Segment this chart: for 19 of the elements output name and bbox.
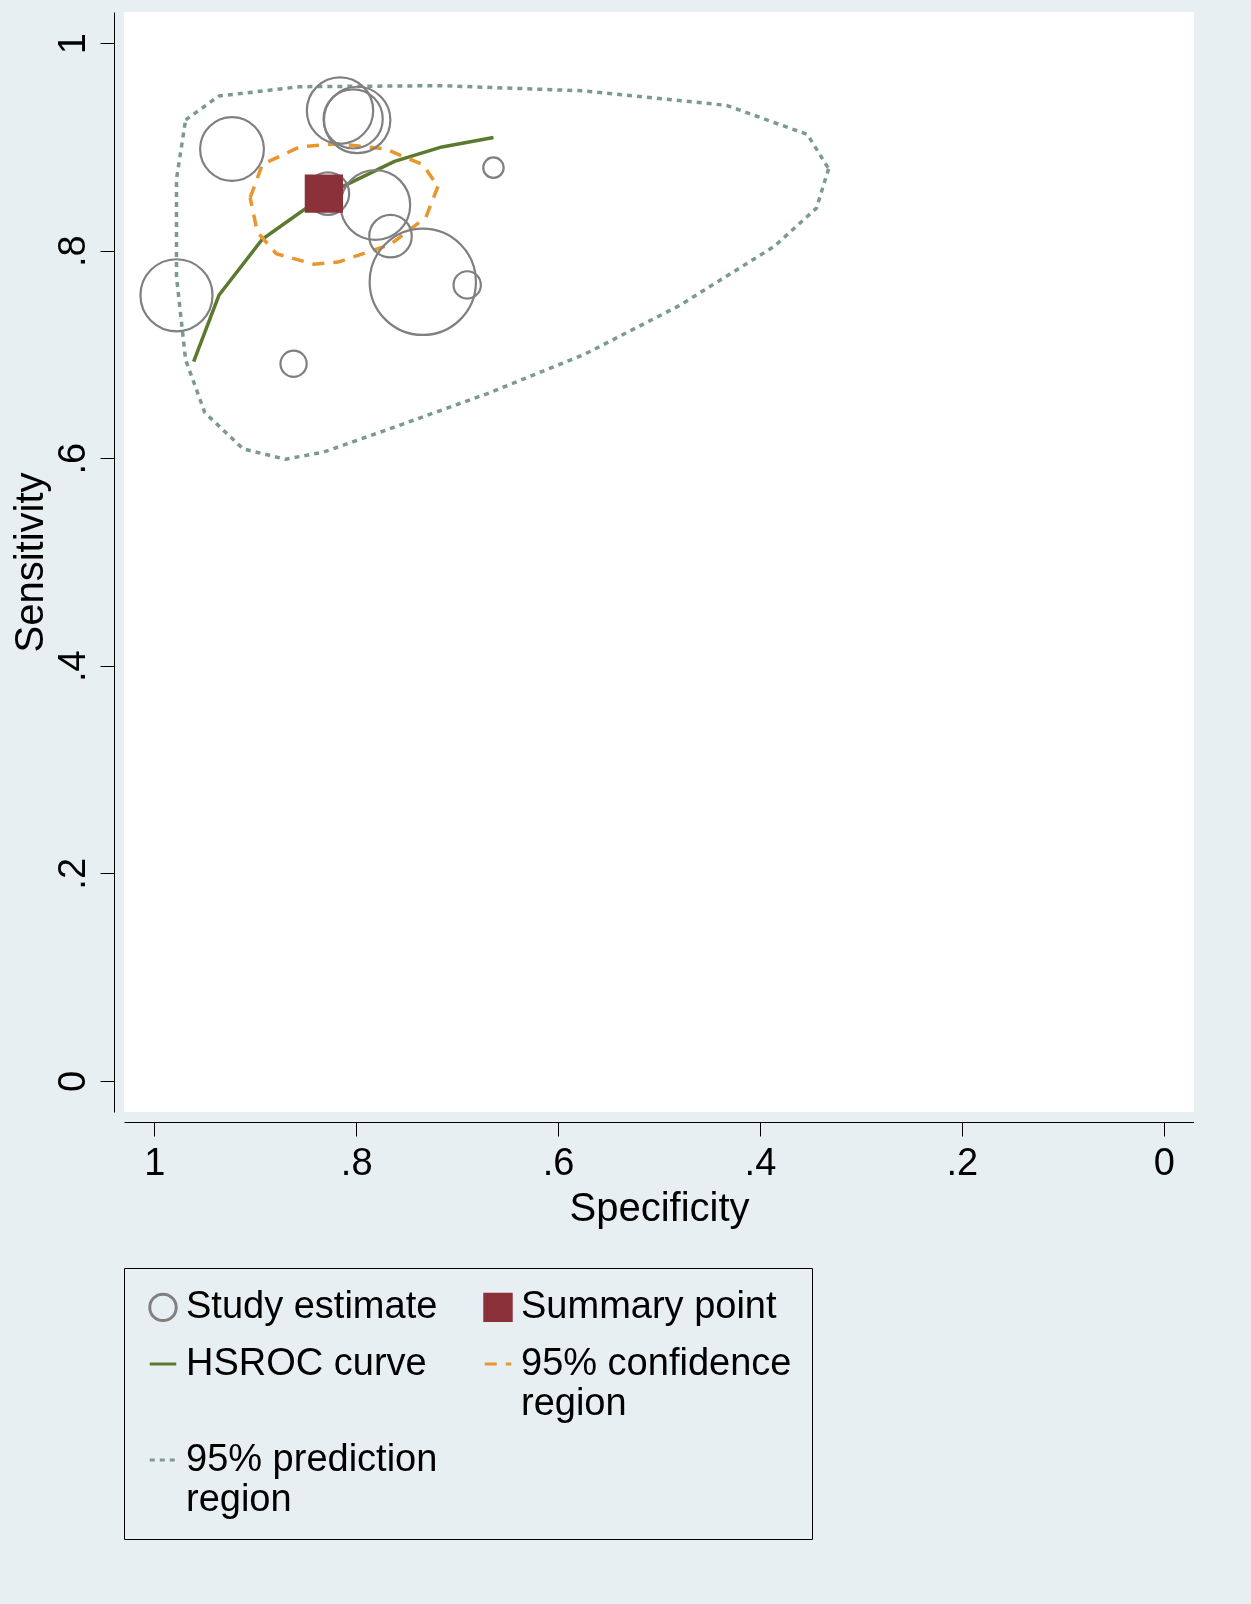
- legend-label: Study estimate: [186, 1284, 438, 1327]
- y-tick-label: .6: [50, 442, 93, 475]
- y-axis-title: Sensitivity: [6, 472, 51, 653]
- legend-label: 95% confidence region: [521, 1341, 792, 1423]
- legend-label: HSROC curve: [186, 1341, 427, 1383]
- y-tick-label: .2: [50, 857, 93, 890]
- x-tick-label: .2: [946, 1140, 979, 1183]
- x-tick-label: .6: [542, 1140, 575, 1183]
- legend-label: 95% prediction region: [186, 1437, 438, 1519]
- legend-label: Summary point: [521, 1284, 777, 1327]
- x-tick-label: .4: [744, 1140, 777, 1183]
- y-tick-label: .8: [50, 235, 93, 268]
- x-tick-label: 1: [144, 1140, 166, 1183]
- x-tick-label: .8: [340, 1140, 373, 1183]
- x-tick-label: 0: [1153, 1140, 1175, 1183]
- x-axis-title: Specificity: [569, 1184, 750, 1229]
- y-tick-label: 1: [50, 33, 93, 55]
- y-tick-label: .4: [50, 650, 93, 683]
- y-tick-label: 0: [50, 1070, 93, 1092]
